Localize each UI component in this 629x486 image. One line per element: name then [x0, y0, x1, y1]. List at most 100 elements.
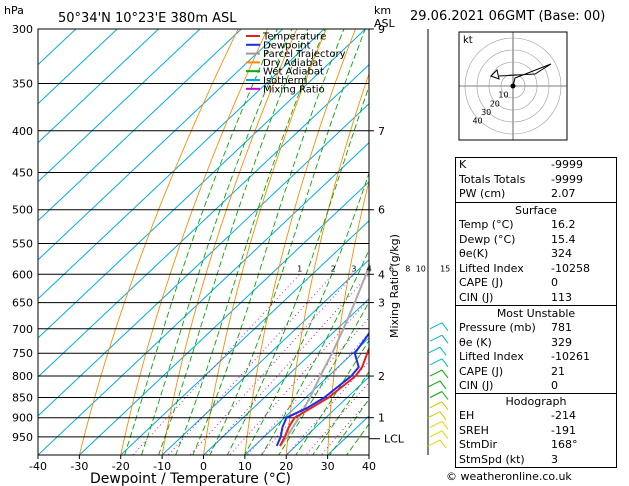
pressure-tick-label: 650: [12, 297, 33, 310]
wind-barbs: [427, 29, 449, 455]
wind-barb-flag: [441, 391, 449, 400]
isotherm-line: [38, 29, 325, 300]
x-tick-label: 40: [362, 460, 376, 473]
hodograph-ring: [488, 61, 538, 111]
most-unstable-title: Most Unstable: [496, 307, 576, 320]
dry-adiabat-line: [368, 434, 369, 455]
km-tick-label: 7: [378, 125, 385, 138]
asl-unit-label: ASL: [374, 17, 396, 30]
wind-barb: [429, 369, 443, 377]
legend-label: Dewpoint: [263, 40, 311, 51]
hodograph-ring: [476, 49, 550, 123]
wet-adiabat-line: [192, 29, 345, 455]
km-tick-label: 2: [378, 370, 385, 383]
surface-row: θe(K) 324: [459, 247, 572, 260]
wind-barb: [427, 439, 441, 447]
dry-adiabat-line: [161, 29, 298, 455]
datetime-label: 29.06.2021 06GMT (Base: 00): [410, 9, 605, 24]
mixing-ratio-label: 8: [405, 264, 410, 273]
isotherm-line: [38, 29, 201, 183]
pressure-tick-label: 700: [12, 323, 33, 336]
km-tick-label: 9: [378, 23, 385, 36]
wind-barb: [429, 391, 443, 398]
mixing-ratio-line: [229, 298, 369, 455]
index-row-totals: Totals Totals -9999: [459, 172, 583, 186]
wind-barb: [429, 420, 443, 428]
x-axis-title: Dewpoint / Temperature (°C): [90, 471, 291, 486]
wind-barb-flag: [441, 421, 449, 430]
legend-label: Dry Adiabat: [263, 58, 322, 69]
wind-barb-flag: [439, 411, 447, 421]
pressure-tick-label: 950: [12, 431, 33, 444]
legend-label: Temperature: [262, 32, 326, 43]
km-unit-label: km: [374, 4, 391, 17]
mixing-ratio-line: [246, 317, 369, 455]
wet-adiabat-line: [209, 29, 366, 455]
mixing-ratio-line: [189, 273, 355, 455]
pressure-tick-label: 600: [12, 268, 33, 281]
wet-adiabat-line: [261, 248, 369, 455]
x-tick-label: 10: [238, 460, 252, 473]
wind-barb: [427, 380, 441, 388]
copyright-label: © weatheronline.co.uk: [446, 470, 572, 483]
surface-row: Lifted Index -10258: [459, 261, 590, 275]
wind-barb-flag: [441, 358, 449, 368]
surface-panel: Surface Temp (°C) 16.2 Dewp (°C) 15.4 θe(K…: [455, 202, 617, 306]
mu-row: Lifted Index -10261: [459, 350, 590, 363]
storm-motion-marker: [490, 69, 500, 80]
pressure-tick-label: 300: [12, 23, 33, 36]
indices-panel: K -9999 Totals Totals -9999 PW (cm) 2.07: [455, 157, 617, 203]
wind-barb-flag: [441, 322, 449, 332]
wet-adiabat-line: [226, 85, 369, 455]
location-label: 50°34'N 10°23'E 380m ASL: [58, 11, 237, 26]
index-row-pw: PW (cm) 2.07: [459, 187, 576, 200]
mixing-ratio-label: 6: [389, 264, 394, 273]
hodograph-ring-label: 40: [472, 117, 482, 126]
mixing-ratio-label: 1: [297, 264, 302, 273]
x-tick-label: -20: [112, 460, 130, 473]
wet-adiabat-line: [158, 29, 309, 455]
pressure-tick-label: 800: [12, 370, 33, 383]
mixing-ratio-label: 10: [416, 264, 426, 273]
hodograph-title: Hodograph: [505, 395, 567, 408]
wet-adiabat-line: [175, 29, 326, 455]
pressure-tick-label: 750: [12, 347, 33, 360]
hodograph-ring-label: 20: [490, 99, 500, 108]
mixing-ratio-line: [305, 381, 369, 455]
surface-row: Dewp (°C) 15.4: [459, 232, 576, 246]
x-tick-label: 30: [321, 460, 335, 473]
pressure-tick-label: 400: [12, 125, 33, 138]
wind-barb: [429, 322, 443, 330]
lcl-label: LCL: [384, 433, 405, 446]
hodograph-trace: [498, 63, 552, 87]
isotherm-line: [38, 63, 369, 378]
wind-barb: [429, 358, 443, 366]
isotherm-line: [161, 259, 369, 455]
hodograph-origin: [510, 83, 516, 89]
wet-adiabat-line: [346, 423, 369, 455]
wet-adiabat-line: [329, 398, 369, 455]
mixing-ratio-line: [205, 273, 369, 455]
wind-barb: [429, 430, 443, 438]
dry-adiabat-line: [120, 29, 268, 455]
dry-adiabat-line: [203, 29, 327, 455]
isotherm-line: [38, 29, 243, 222]
isotherm-line: [202, 298, 369, 455]
x-tick-label: 20: [279, 460, 293, 473]
dewpoint-line: [275, 331, 369, 447]
wind-barb: [429, 401, 443, 409]
hodograph-unit-label: kt: [463, 35, 473, 46]
wind-barb-flag: [439, 346, 447, 356]
mixing-ratio-axis-title: Mixing Ratio (g/kg): [388, 234, 401, 338]
x-tick-label: -30: [70, 460, 88, 473]
legend-label: Isotherm: [263, 76, 307, 87]
hodograph-ring: [500, 73, 526, 99]
wind-barb: [429, 334, 443, 342]
hodograph-ring-label: 30: [481, 108, 491, 117]
surface-row: CIN (J) 113: [459, 290, 572, 304]
wind-barb-flag: [441, 401, 449, 411]
pressure-tick-label: 450: [12, 166, 33, 179]
x-tick-label: -10: [153, 460, 171, 473]
